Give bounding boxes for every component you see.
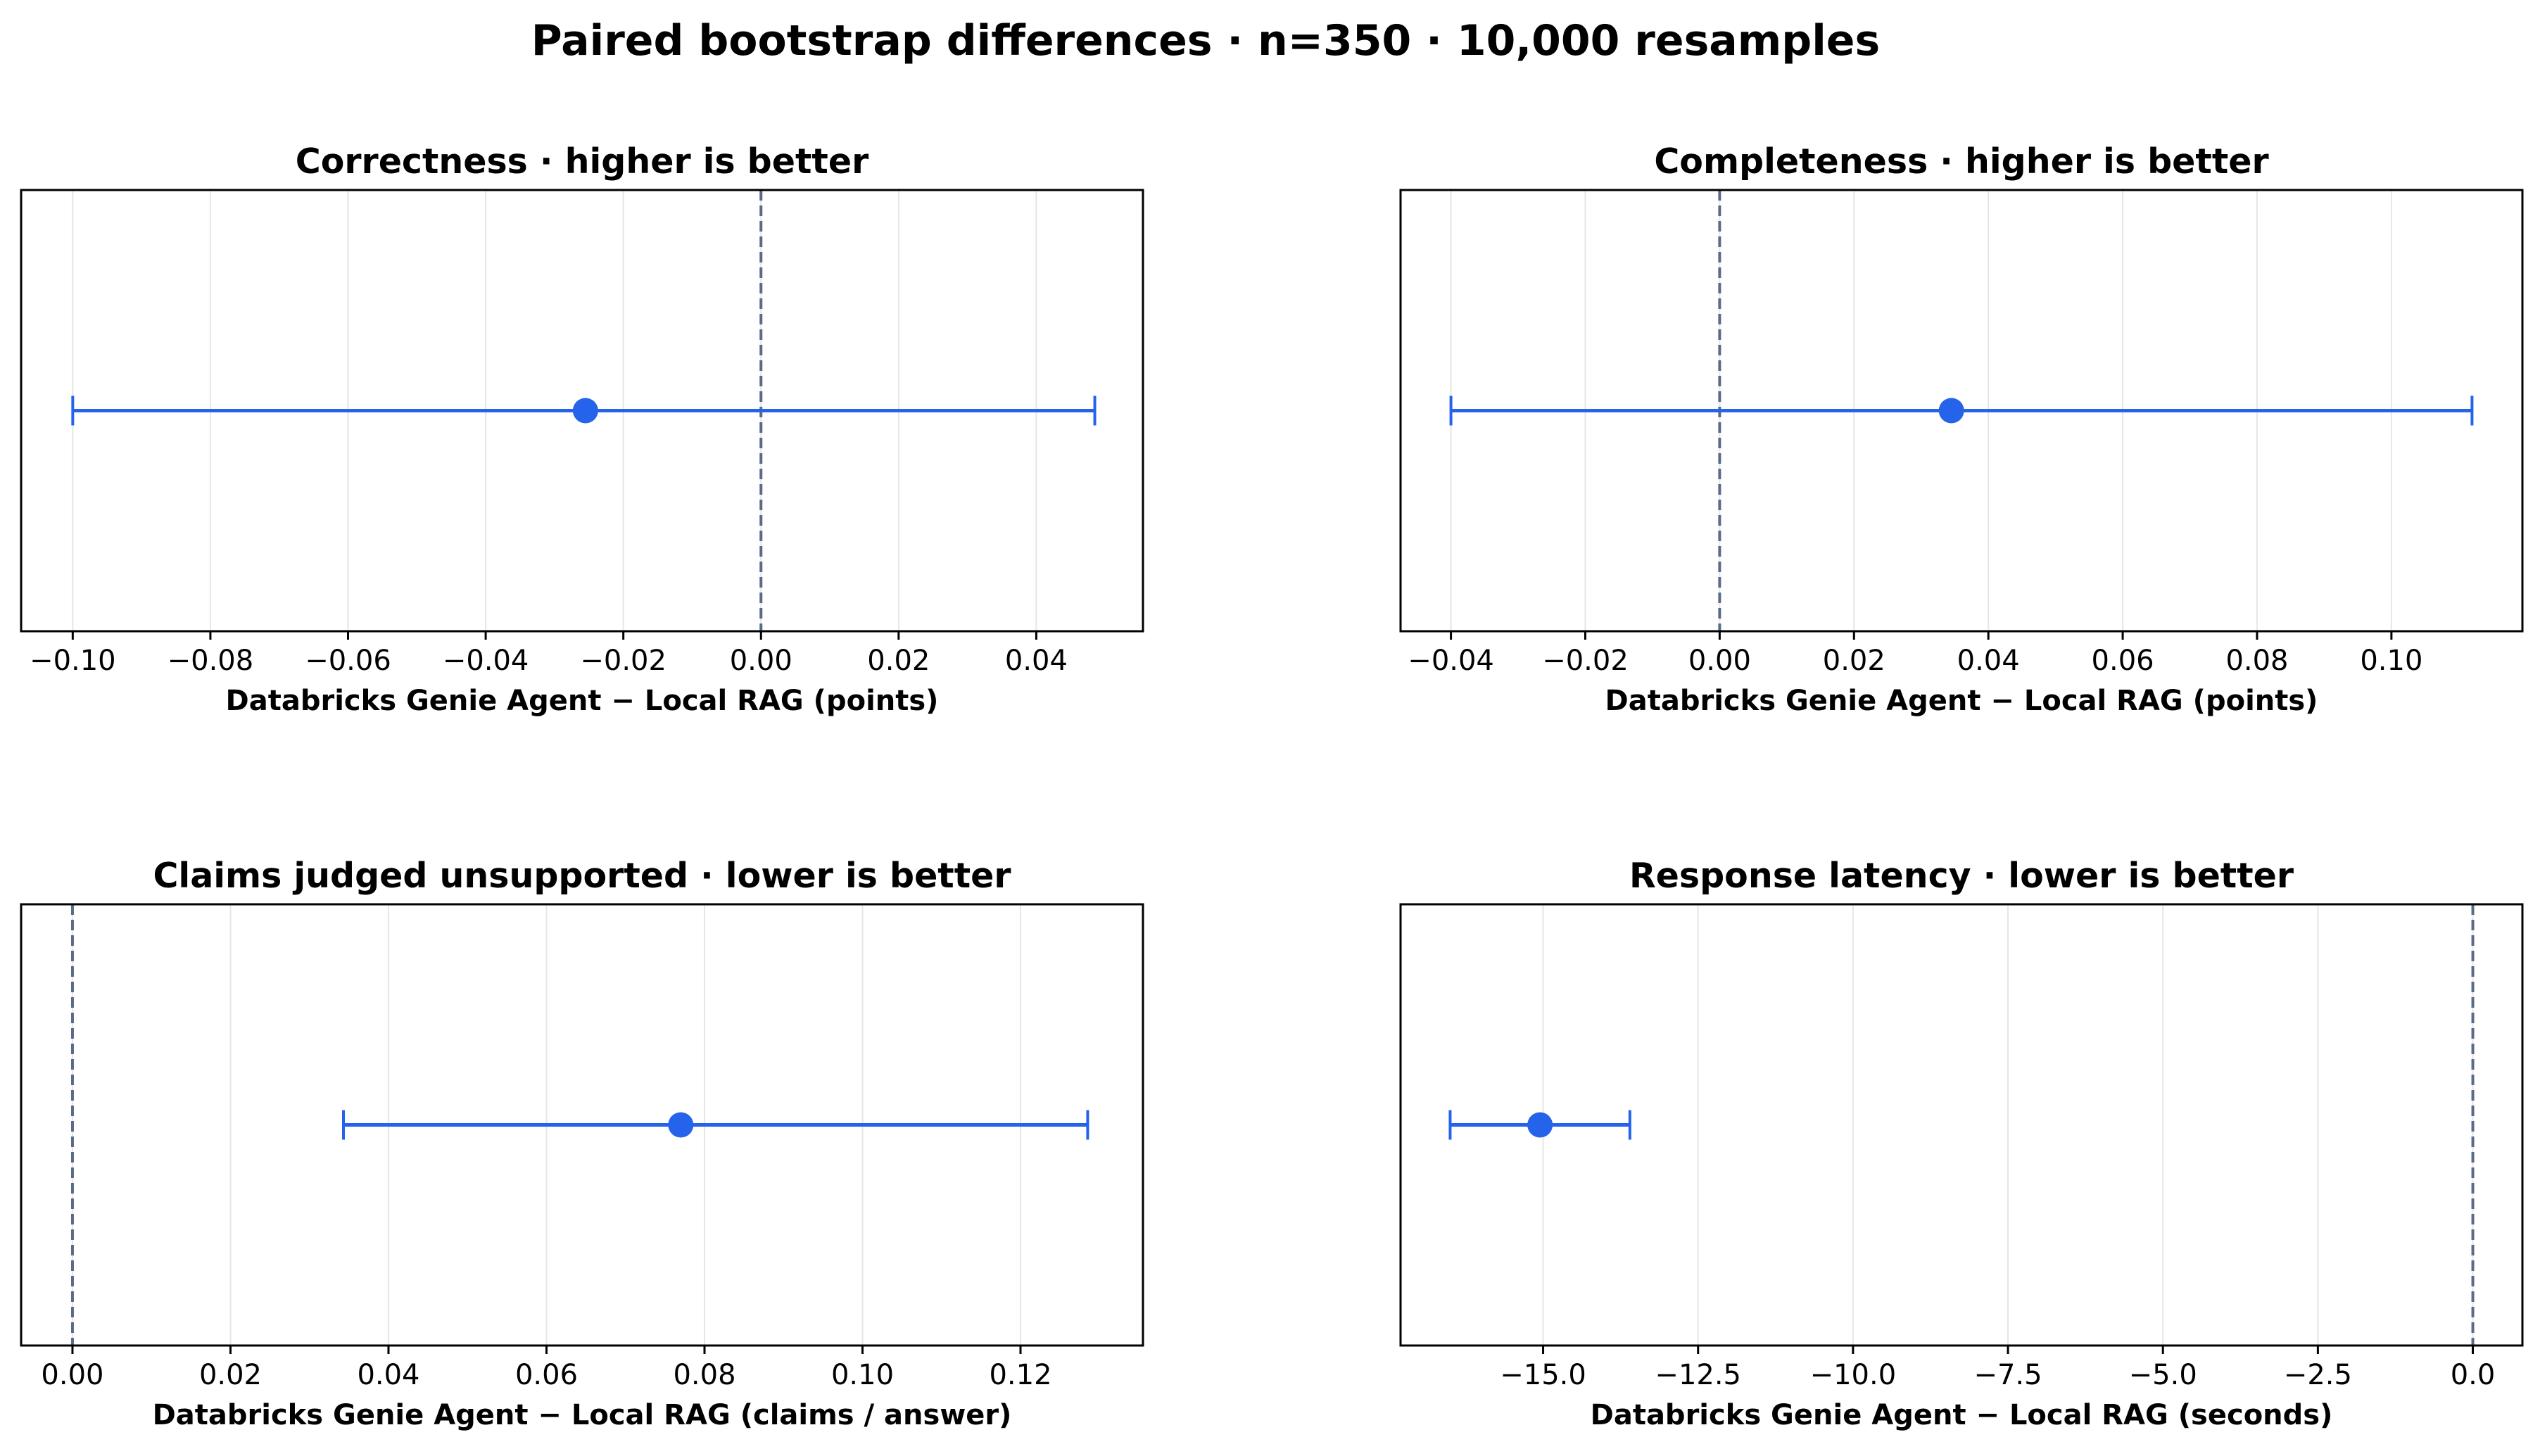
x-tick-label: 0.04 <box>357 1359 419 1391</box>
chart-title: Correctness · higher is better <box>296 141 869 182</box>
axes-frame <box>1399 189 2524 633</box>
x-tick-label: 0.10 <box>2360 645 2422 677</box>
x-tick-label: 0.02 <box>867 645 930 677</box>
x-axis-label: Databricks Genie Agent − Local RAG (clai… <box>153 1399 1012 1431</box>
x-tick-label: −12.5 <box>1655 1359 1741 1391</box>
x-axis-label: Databricks Genie Agent − Local RAG (poin… <box>226 685 939 717</box>
x-tick-label: −2.5 <box>2284 1359 2352 1391</box>
x-tick-label: 0.06 <box>515 1359 578 1391</box>
x-tick-label: 0.0 <box>2451 1359 2496 1391</box>
x-tick-label: 0.12 <box>989 1359 1051 1391</box>
point-estimate-marker <box>1938 398 1964 424</box>
x-tick-label: −0.08 <box>168 645 254 677</box>
point-estimate-marker <box>572 398 598 424</box>
x-tick-label: 0.08 <box>2225 645 2288 677</box>
x-tick-label: −0.04 <box>443 645 529 677</box>
point-estimate-marker <box>1527 1112 1553 1138</box>
chart-title: Response latency · lower is better <box>1629 856 2294 896</box>
x-tick-label: −0.02 <box>580 645 666 677</box>
axes-frame <box>1399 903 2524 1347</box>
x-tick-label: −7.5 <box>1973 1359 2042 1391</box>
x-tick-label: 0.06 <box>2092 645 2154 677</box>
x-axis-label: Databricks Genie Agent − Local RAG (seco… <box>1591 1399 2333 1431</box>
chart-panel-2: −0.04 −0.02 0.00 0.02 0.04 0.06 0.08 0.10 Comple… <box>1399 141 2524 717</box>
x-tick-label: 0.02 <box>199 1359 262 1391</box>
x-tick-label: 0.00 <box>41 1359 103 1391</box>
chart-title: Completeness · higher is better <box>1654 141 2269 182</box>
point-estimate-marker <box>668 1112 694 1138</box>
chart-panel-4: −15.0 −12.5 −10.0 −7.5 −5.0 −2.5 0.0 Response l… <box>1399 856 2524 1431</box>
x-tick-label: −5.0 <box>2129 1359 2197 1391</box>
chart-panel-3: 0.00 0.02 0.04 0.06 0.08 0.10 0.12 Claims judge… <box>20 856 1144 1431</box>
figure-suptitle: Paired bootstrap differences · n=350 · 1… <box>531 16 1880 65</box>
x-tick-label: −0.02 <box>1542 645 1629 677</box>
x-tick-label: 0.10 <box>831 1359 894 1391</box>
x-tick-label: 0.00 <box>1688 645 1751 677</box>
x-tick-label: −0.04 <box>1408 645 1494 677</box>
axes-frame <box>20 189 1144 633</box>
x-tick-label: 0.00 <box>730 645 792 677</box>
x-tick-label: 0.04 <box>1005 645 1068 677</box>
chart-panel-1: −0.10 −0.08 −0.06 −0.04 −0.02 0.00 0.02 0.04 Cor… <box>20 141 1144 717</box>
chart-title: Claims judged unsupported · lower is bet… <box>153 856 1011 896</box>
x-tick-label: −15.0 <box>1500 1359 1586 1391</box>
x-tick-label: 0.08 <box>673 1359 735 1391</box>
x-tick-label: 0.02 <box>1823 645 1885 677</box>
x-tick-label: −0.10 <box>30 645 116 677</box>
x-tick-label: −10.0 <box>1810 1359 1897 1391</box>
x-tick-label: −0.06 <box>305 645 391 677</box>
axes-frame <box>20 903 1144 1347</box>
x-axis-label: Databricks Genie Agent − Local RAG (poin… <box>1605 685 2318 717</box>
x-tick-label: 0.04 <box>1957 645 2020 677</box>
